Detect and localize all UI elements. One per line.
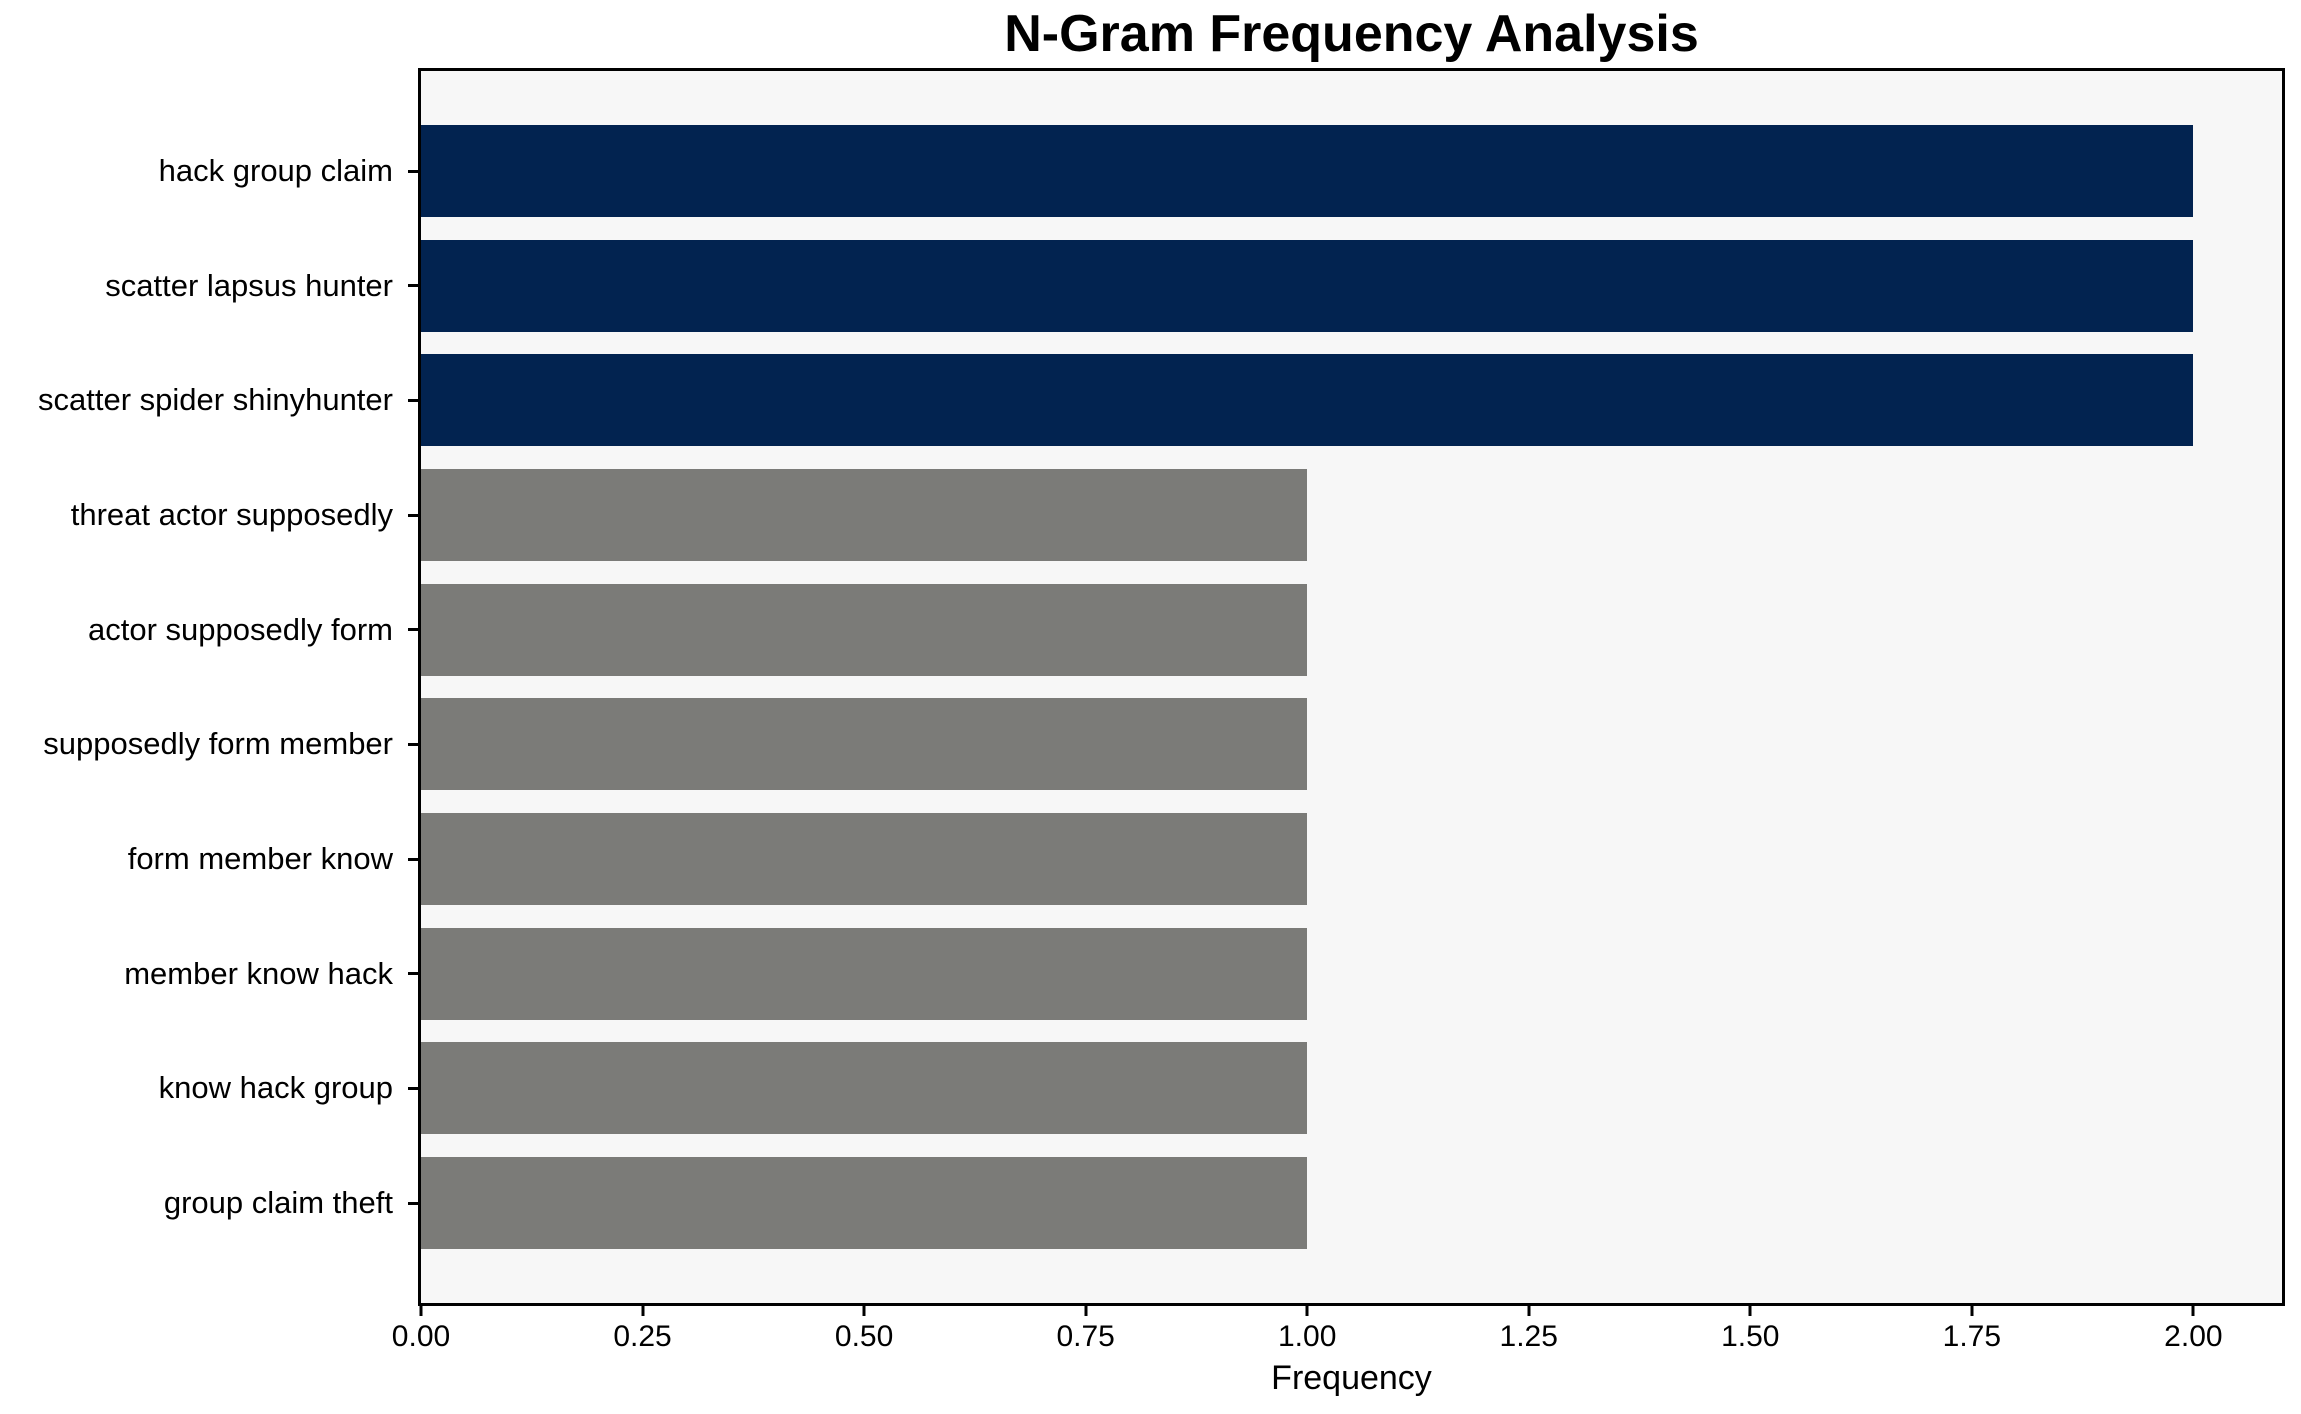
y-tick-label: form member know: [127, 841, 393, 876]
bar: [421, 354, 2194, 447]
x-tick-mark: [641, 1306, 645, 1316]
y-tick-mark: [408, 513, 418, 517]
bar: [421, 469, 1308, 561]
y-tick-label: scatter lapsus hunter: [105, 267, 393, 303]
x-tick-mark: [419, 1306, 423, 1316]
x-tick-mark: [862, 1306, 866, 1316]
y-tick-label: group claim theft: [163, 1185, 393, 1220]
x-tick-label: 0.25: [613, 1320, 672, 1353]
y-tick-mark: [408, 169, 418, 173]
y-tick-mark: [408, 1201, 418, 1205]
plot-area: Frequency 0.00 0.25 0.50 0.75 1.00 1.25 1.50 1.…: [392, 68, 2285, 1397]
y-tick-mark: [408, 972, 418, 976]
x-tick-mark: [1527, 1306, 1531, 1316]
x-tick-label: 2.00: [2164, 1320, 2223, 1353]
x-tick-mark: [1748, 1306, 1752, 1316]
bar: [421, 698, 1308, 791]
x-tick-mark: [2191, 1306, 2195, 1316]
y-tick-mark: [408, 284, 418, 288]
y-tick-mark: [408, 742, 418, 746]
bar: [421, 583, 1308, 676]
y-tick-label: know hack group: [158, 1070, 393, 1106]
y-tick-mark: [408, 1086, 418, 1090]
bar: [421, 927, 1308, 1020]
x-tick-label: 0.50: [834, 1320, 894, 1353]
bar: [421, 125, 2194, 217]
x-axis-title: Frequency: [1271, 1359, 1432, 1397]
y-tick-label: hack group claim: [158, 153, 393, 188]
bar: [421, 813, 1308, 905]
x-tick-mark: [1305, 1306, 1309, 1316]
y-tick-label: actor supposedly form: [88, 611, 393, 647]
y-tick-mark: [408, 628, 418, 632]
x-tick-label: 1.75: [1942, 1320, 2002, 1353]
x-tick-label: 1.50: [1721, 1320, 1780, 1353]
y-tick-mark: [408, 398, 418, 402]
x-tick-label: 1.25: [1499, 1320, 1558, 1353]
x-tick-label: 0.75: [1056, 1320, 1115, 1353]
x-tick-mark: [1084, 1306, 1088, 1316]
x-tick-mark: [1970, 1306, 1974, 1316]
bar: [421, 239, 2194, 332]
y-tick-label: supposedly form member: [43, 726, 393, 762]
y-axis-label-column: hack group claim scatter lapsus hunter sca…: [0, 71, 418, 1303]
y-tick-label: threat actor supposedly: [70, 497, 393, 532]
y-tick-label: scatter spider shinyhunter: [38, 382, 393, 418]
x-tick-label: 1.00: [1277, 1320, 1337, 1353]
bar: [421, 1157, 1308, 1249]
y-tick-label: member know hack: [124, 955, 393, 991]
chart-title: N-Gram Frequency Analysis: [1004, 5, 1699, 63]
y-tick-mark: [408, 857, 418, 861]
bar: [421, 1042, 1308, 1135]
x-tick-label: 0.00: [391, 1320, 451, 1353]
